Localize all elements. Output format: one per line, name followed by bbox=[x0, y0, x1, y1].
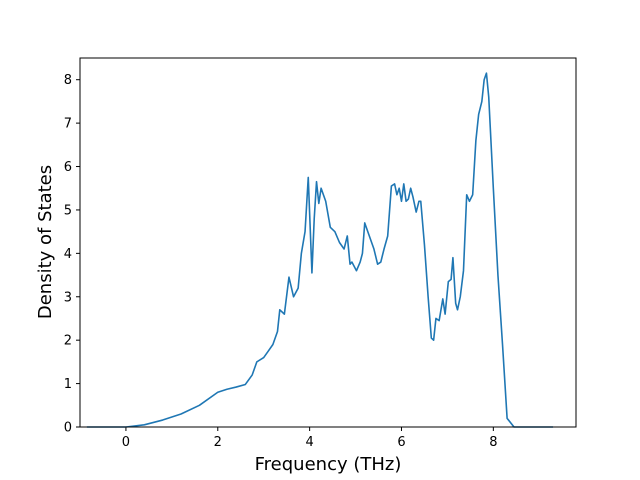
x-tick-label: 8 bbox=[489, 435, 497, 450]
y-tick-label: 6 bbox=[64, 160, 72, 175]
plot-background bbox=[80, 58, 576, 427]
y-tick-label: 5 bbox=[64, 203, 72, 218]
series-layer bbox=[86, 72, 554, 428]
y-tick-label: 3 bbox=[64, 290, 72, 305]
x-tick-label: 2 bbox=[214, 435, 222, 450]
x-tick-label: 4 bbox=[305, 435, 313, 450]
x-tick-label: 6 bbox=[397, 435, 405, 450]
tick-layer: 0 2 4 6 8 0 1 2 3 4 5 6 7 8 bbox=[64, 73, 498, 450]
x-axis-label: Frequency (THz) bbox=[255, 454, 402, 475]
y-tick-label: 4 bbox=[64, 247, 72, 262]
y-tick-label: 1 bbox=[64, 377, 72, 392]
plot-frame bbox=[79, 57, 577, 428]
y-tick-label: 2 bbox=[64, 334, 72, 349]
y-tick-label: 0 bbox=[64, 421, 72, 436]
x-tick-label: 0 bbox=[122, 435, 130, 450]
y-tick-label: 7 bbox=[64, 117, 72, 132]
y-axis-label: Density of States bbox=[35, 165, 56, 319]
dos-series-line bbox=[86, 72, 554, 428]
y-tick-label: 8 bbox=[64, 73, 72, 88]
